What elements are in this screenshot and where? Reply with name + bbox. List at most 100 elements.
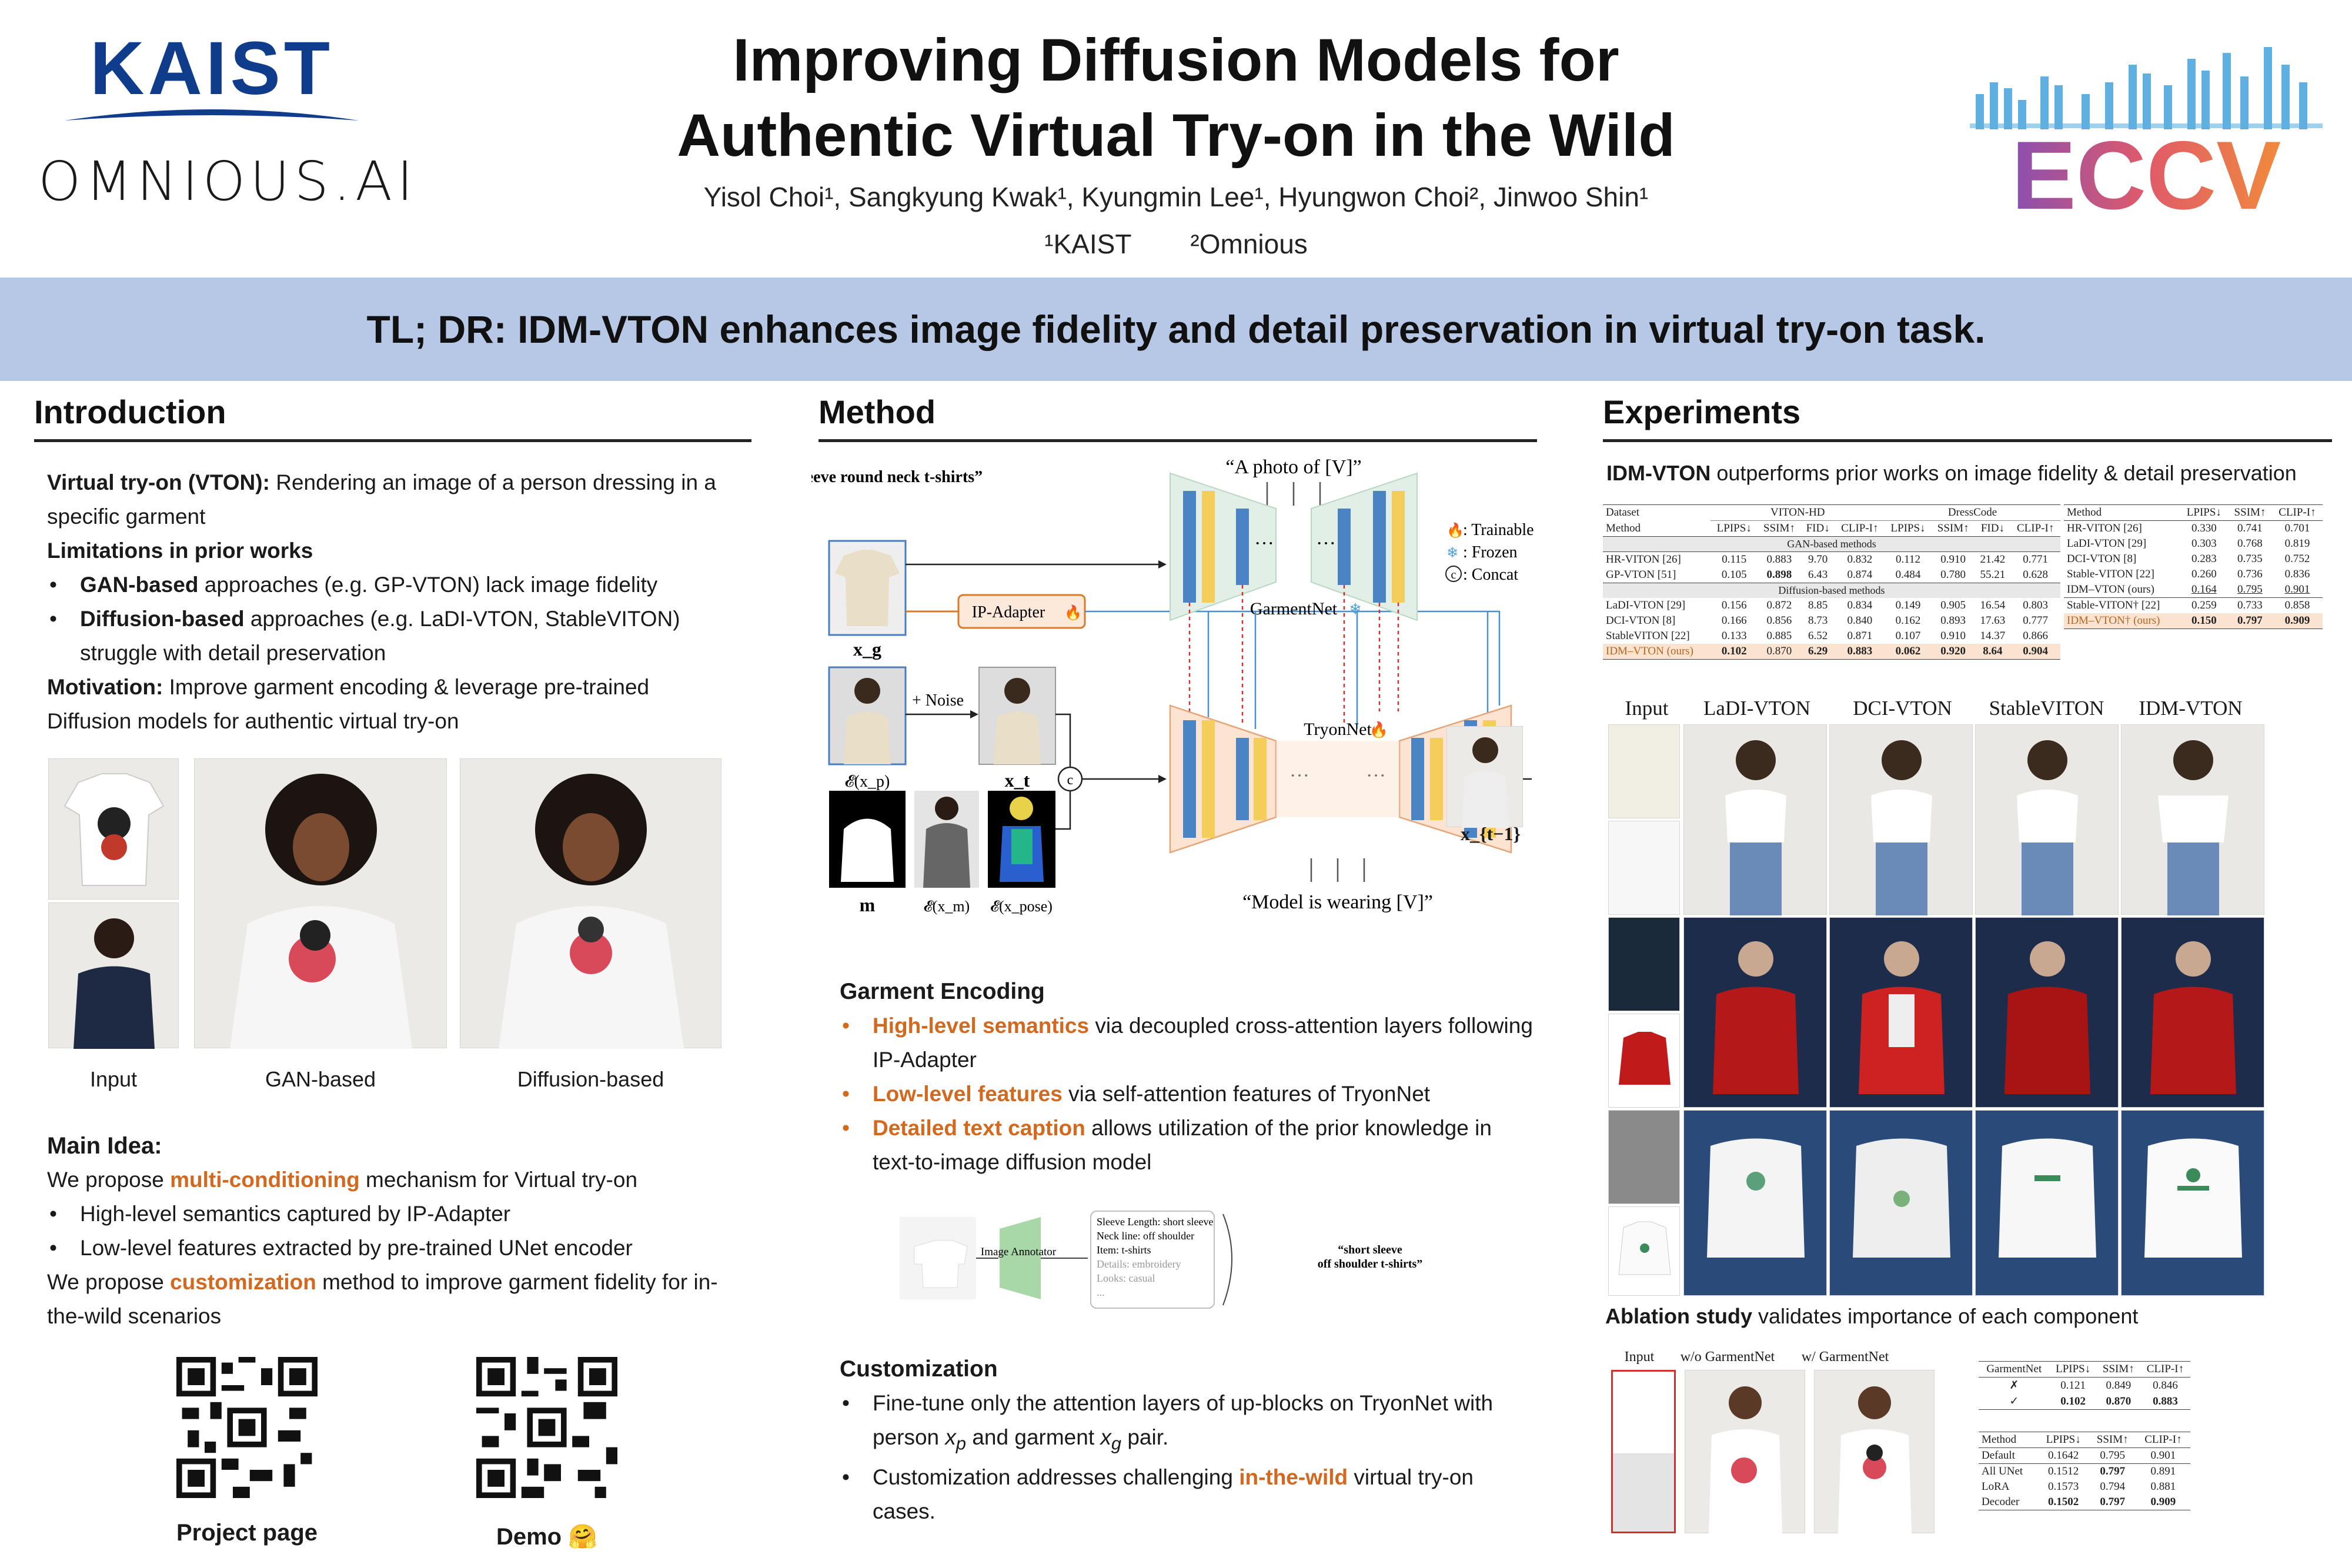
result-ladi-row1 [1683,724,1827,915]
garmentnet-encoder [1170,472,1277,621]
svg-text:Details: embroidery: Details: embroidery [1097,1258,1181,1270]
introduction-section: Introduction Virtual try-on (VTON): Rend… [34,393,751,738]
garment-encoding-heading: Garment Encoding [840,979,1045,1004]
introduction-heading: Introduction [34,393,751,442]
gan-based-result-image [194,758,447,1049]
customization-heading: Customization [840,1356,998,1382]
comparison-grid-header: Input LaDI-VTON DCI-VTON StableVITON IDM… [1625,697,2243,720]
kaist-logo: KAIST [65,32,359,121]
table-row: LoRA 0.1573 0.794 0.881 [1982,1480,2176,1493]
comparison-grid [1608,724,2331,1296]
tldr-banner: TL; DR: IDM-VTON enhances image fidelity… [0,278,2352,381]
table-row: StableVITON [22] 0.133 0.885 6.52 0.871 0.1… [1606,630,2049,642]
table-row: Stable-VITON† [22] 0.259 0.733 0.858 [2067,599,2310,611]
list-item: High-level semantics captured by IP-Adap… [47,1197,741,1231]
customization-list: Fine-tune only the attention layers of u… [840,1386,1534,1529]
list-item: High-level semantics via decoupled cross… [840,1009,1534,1077]
tryonnet-prompt: “Model is wearing [V]” [1242,891,1433,913]
garmentnet-label: GarmentNet [1250,599,1338,618]
result-stable-row3 [1975,1110,2119,1296]
input-garment-row3 [1608,1206,1680,1296]
svg-text:ECCV: ECCV [2012,121,2281,218]
intro-text: Virtual try-on (VTON): Rendering an imag… [34,466,728,738]
input-person-image [48,902,179,1049]
result-dci-row3 [1829,1110,1973,1296]
list-item: GAN-based approaches (e.g. GP-VTON) lack… [47,568,728,602]
table-row: ✗ 0.121 0.849 0.846 [2009,1379,2178,1392]
ablation-customization-table: Method LPIPS↓ SSIM↑ CLIP-I↑ Default 0.1642 0.… [1979,1432,2190,1510]
list-item: Low-level features via self-attention fe… [840,1077,1534,1111]
label-xg: x_g [853,638,881,660]
table-row: Stable-VITON [22] 0.260 0.736 0.836 [2067,568,2310,580]
svg-text:c: c [1451,569,1456,581]
result-ladi-row3 [1683,1110,1827,1296]
annotator-output: “short sleeve [1338,1243,1402,1256]
result-ladi-row2 [1683,917,1827,1108]
list-item: Diffusion-based approaches (e.g. LaDI-VT… [47,602,728,670]
result-dci-row2 [1829,917,1973,1108]
garment-encoding-list: High-level semantics via decoupled cross… [840,1009,1534,1179]
ablation-without-garmentnet [1685,1370,1805,1534]
tryonnet-label: TryonNet [1304,720,1372,739]
method-architecture-diagram: “short sleeve round neck t-shirts” x_g 𝓔… [811,456,1534,915]
svg-text:off shoulder t-shirts”: off shoulder t-shirts” [1318,1258,1423,1271]
noise-label: + Noise [912,691,964,710]
svg-text:...: ... [1097,1286,1105,1298]
snowflake-icon: ❄ [1349,601,1362,618]
svg-text:Item: t-shirts: Item: t-shirts [1097,1244,1151,1256]
svg-text:Neck line: off shoulder: Neck line: off shoulder [1097,1230,1194,1242]
svg-text:Image Annotator: Image Annotator [981,1246,1057,1258]
result-stable-row2 [1975,917,2119,1108]
project-page-link[interactable]: Project page [176,1520,318,1546]
eccv-logo: ECCV [1970,47,2323,218]
input-person-row1 [1608,724,1680,818]
poster-header: KAIST OMNIOUS.AI Improving Diffusion Mod… [0,0,2352,276]
ablation-captions: Input w/o GarmentNet w/ GarmentNet [1624,1349,1889,1365]
label-xt: x_t [1005,770,1030,791]
legend-frozen: : Frozen [1463,543,1518,561]
svg-text:···: ··· [1316,533,1336,554]
omnious-logo: OMNIOUS.AI [38,150,418,213]
caption-input: Input [89,1067,138,1091]
ablation-garmentnet-table: GarmentNet LPIPS↓ SSIM↑ CLIP-I↑ ✗ 0.121 0.849… [1979,1361,2190,1410]
caption-gan: GAN-based [265,1067,376,1091]
output-image [1446,726,1523,828]
garmentnet-prompt: “A photo of [V]” [1225,456,1361,478]
ablation-input-images [1611,1370,1676,1533]
experiments-section: Experiments IDM-VTON outperforms prior w… [1603,393,2332,486]
method-section: Method [818,393,1537,442]
ablation-with-garmentnet [1814,1370,1935,1534]
main-idea: Main Idea: We propose multi-conditioning… [47,1129,741,1333]
main-idea-list: High-level semantics captured by IP-Adap… [47,1197,741,1265]
fire-icon: 🔥 [1446,522,1464,539]
results-table-viton-dresscode: Dataset VITON-HD DressCode Method LPIPS↓… [1603,504,2060,660]
list-item: Customization addresses challenging in-t… [840,1460,1534,1529]
legend-concat: : Concat [1463,566,1518,584]
demo-qr-code[interactable] [476,1357,617,1498]
label-exm: 𝓔(x_m) [924,898,970,915]
garment-encoding: Garment Encoding High-level semantics vi… [840,975,1534,1179]
input-garment-row2 [1608,1014,1680,1108]
table-row: HR-VITON [26] 0.115 0.883 9.70 0.832 0.112 0… [1603,551,2060,568]
project-page-qr-code[interactable] [176,1357,318,1498]
result-dci-row1 [1829,724,1973,915]
fire-icon: 🔥 [1064,604,1082,621]
table-row: DCI-VTON [8] 0.283 0.735 0.752 [2067,553,2310,565]
result-stable-row1 [1975,724,2119,915]
table-row: ✓ 0.102 0.870 0.883 [1979,1393,2190,1410]
svg-text:···: ··· [1254,533,1274,554]
svg-text:KAIST: KAIST [90,32,333,111]
method-heading: Method [818,393,1537,442]
vton-definition: Virtual try-on (VTON): Rendering an imag… [47,470,716,529]
table-row: IDM–VTON (ours) 0.164 0.795 0.901 [2064,582,2323,598]
label-exp: 𝓔(x_p) [845,773,890,791]
table-row: LaDI-VTON [29] 0.303 0.768 0.819 [2067,537,2310,550]
input-garment-image [48,758,179,900]
label-m: m [860,894,876,915]
limitations-label: Limitations in prior works [47,539,313,563]
svg-text:IP-Adapter: IP-Adapter [972,603,1045,621]
table-row: IDM–VTON (ours) 0.102 0.870 6.29 0.883 0.06… [1603,644,2060,660]
snowflake-icon: ❄ [1446,546,1458,561]
demo-link[interactable]: Demo 🤗 [496,1524,598,1550]
table-row: DCI-VTON [8] 0.166 0.856 8.73 0.840 0.162 0.… [1606,614,2049,627]
